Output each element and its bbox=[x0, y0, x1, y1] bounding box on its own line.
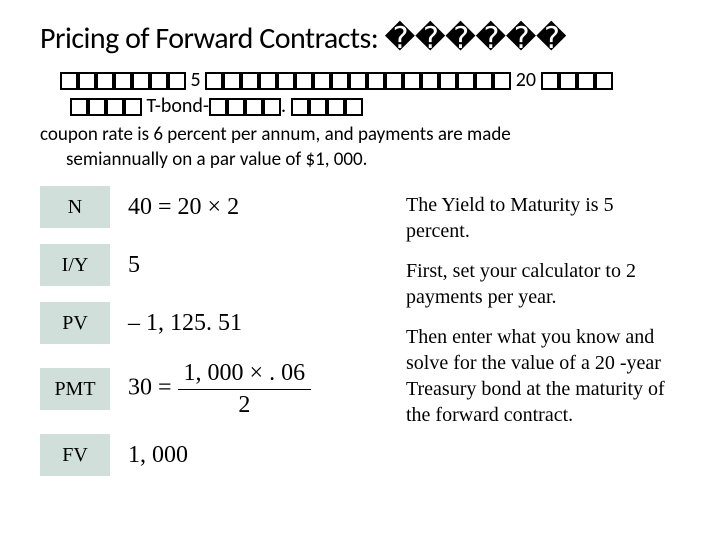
garbled-line-1: 5 20 bbox=[60, 67, 680, 93]
val-pmt: 30 = 1, 000 × . 062 bbox=[128, 360, 388, 418]
pmt-fraction-num: 1, 000 × . 06 bbox=[178, 360, 312, 389]
val-fv: 1, 000 bbox=[128, 442, 388, 469]
key-iy: I/Y bbox=[40, 244, 110, 286]
boxes-group bbox=[60, 68, 186, 92]
boxes-group bbox=[291, 94, 363, 118]
val-pv: – 1, 125. 51 bbox=[128, 310, 388, 337]
key-pv: PV bbox=[40, 302, 110, 344]
description: coupon rate is 6 percent per annum, and … bbox=[40, 123, 680, 172]
key-pmt: PMT bbox=[40, 368, 110, 410]
note-1: The Yield to Maturity is 5 percent. bbox=[406, 192, 680, 244]
slide-title: Pricing of Forward Contracts: ������ bbox=[40, 20, 680, 57]
key-n: N bbox=[40, 186, 110, 228]
boxes-group bbox=[209, 94, 281, 118]
slide: Pricing of Forward Contracts: ������ 5 2… bbox=[0, 0, 720, 496]
boxes-group bbox=[205, 68, 331, 92]
boxes-group bbox=[331, 68, 511, 92]
pmt-prefix: 30 = bbox=[128, 375, 178, 401]
inline-text: 20 bbox=[511, 68, 540, 92]
inline-text: 5 bbox=[186, 68, 205, 92]
key-fv: FV bbox=[40, 434, 110, 476]
content-row: N 40 = 20 × 2 I/Y 5 PV – 1, 125. 51 PMT … bbox=[40, 186, 680, 476]
val-iy: 5 bbox=[128, 252, 388, 279]
description-line-2: semiannually on a par value of $1, 000. bbox=[66, 148, 680, 173]
garbled-line-2: T-bond-. bbox=[60, 93, 680, 119]
pmt-fraction: 1, 000 × . 062 bbox=[178, 360, 312, 418]
inline-text: T-bond- bbox=[142, 94, 209, 118]
boxes-group bbox=[541, 68, 613, 92]
pmt-fraction-den: 2 bbox=[178, 390, 312, 418]
note-2: First, set your calculator to 2 payments… bbox=[406, 258, 680, 310]
note-3: Then enter what you know and solve for t… bbox=[406, 324, 680, 428]
val-n: 40 = 20 × 2 bbox=[128, 194, 388, 221]
calculator-table: N 40 = 20 × 2 I/Y 5 PV – 1, 125. 51 PMT … bbox=[40, 186, 388, 476]
notes-column: The Yield to Maturity is 5 percent. Firs… bbox=[406, 186, 680, 442]
inline-text: . bbox=[281, 94, 291, 118]
description-line-1: coupon rate is 6 percent per annum, and … bbox=[40, 123, 511, 146]
boxes-group bbox=[70, 94, 142, 118]
